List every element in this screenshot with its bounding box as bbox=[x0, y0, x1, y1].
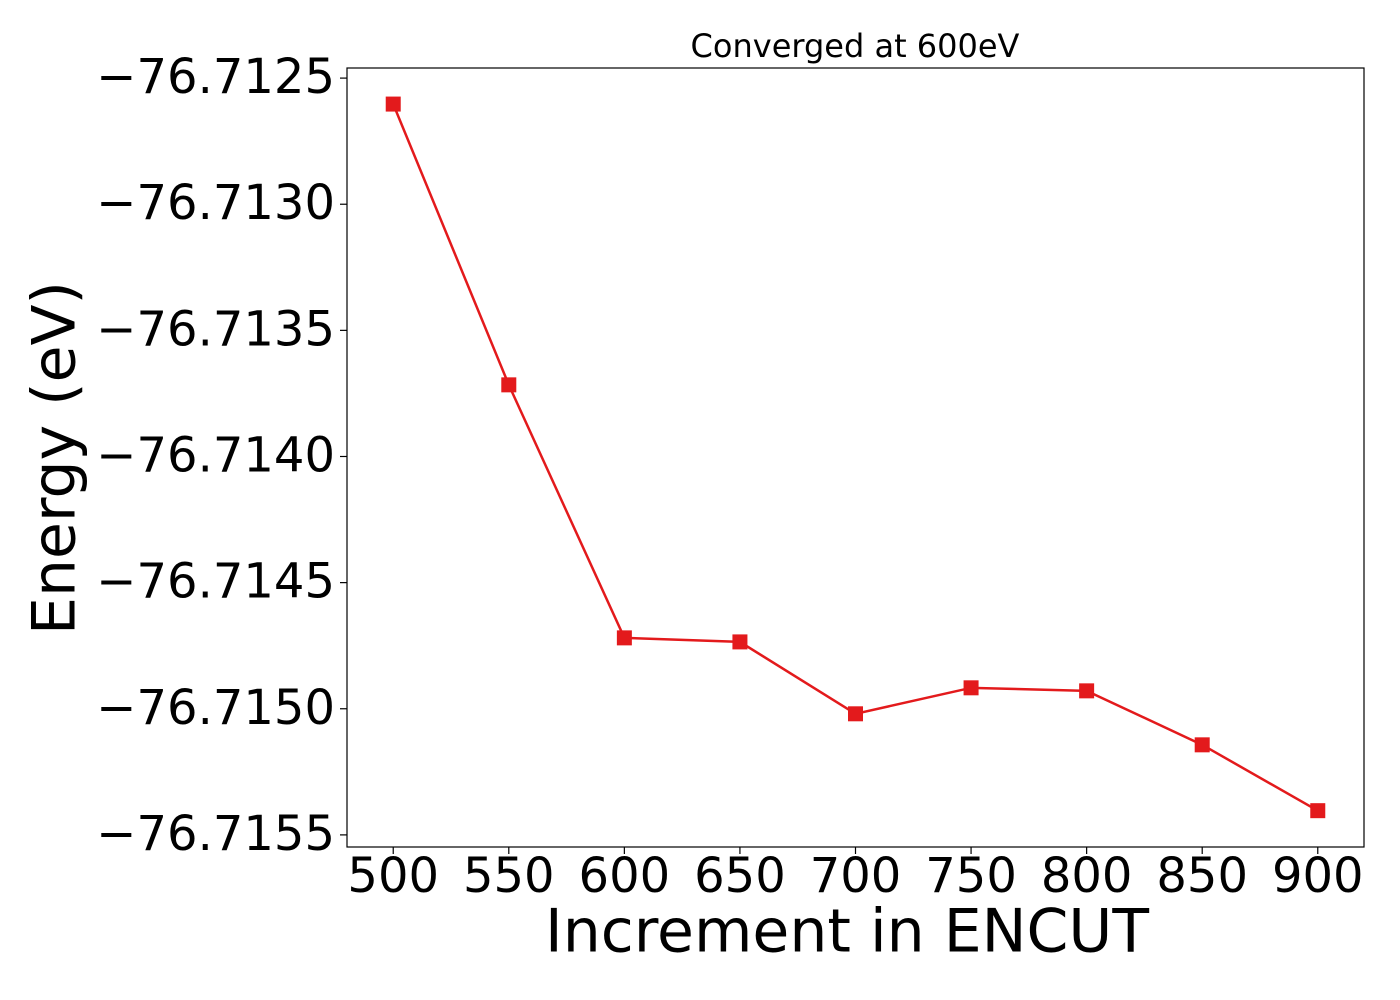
x-tick-label: 850 bbox=[1156, 848, 1248, 904]
x-tick-label: 800 bbox=[1041, 848, 1133, 904]
y-axis-label: Energy (eV) bbox=[20, 281, 90, 635]
y-tick-label: −76.7135 bbox=[96, 301, 335, 357]
x-tick-label: 700 bbox=[810, 848, 902, 904]
x-tick-label: 900 bbox=[1272, 848, 1364, 904]
data-point bbox=[1079, 683, 1095, 699]
plot-frame bbox=[346, 67, 1365, 848]
data-point bbox=[385, 96, 401, 112]
chart-title: Converged at 600eV bbox=[691, 27, 1020, 65]
x-tick-label: 650 bbox=[694, 848, 786, 904]
y-tick-label: −76.7145 bbox=[96, 554, 335, 610]
data-point bbox=[1310, 803, 1326, 819]
y-tick-label: −76.7140 bbox=[96, 427, 335, 483]
series-line bbox=[392, 103, 1319, 812]
data-point bbox=[848, 706, 863, 722]
data-point bbox=[616, 630, 632, 646]
data-point bbox=[732, 634, 748, 650]
x-tick-label: 550 bbox=[463, 848, 555, 904]
data-point bbox=[501, 377, 517, 393]
x-tick-label: 750 bbox=[925, 848, 1017, 904]
data-point bbox=[1194, 737, 1210, 753]
y-tick-label: −76.7130 bbox=[96, 175, 335, 231]
y-tick-label: −76.7155 bbox=[96, 806, 335, 862]
data-point bbox=[963, 680, 979, 696]
x-tick-label: 500 bbox=[347, 848, 439, 904]
x-axis-label: Increment in ENCUT bbox=[545, 897, 1149, 967]
x-tick-label: 600 bbox=[579, 848, 671, 904]
y-tick-label: −76.7125 bbox=[96, 49, 335, 105]
y-tick-label: −76.7150 bbox=[96, 680, 335, 736]
